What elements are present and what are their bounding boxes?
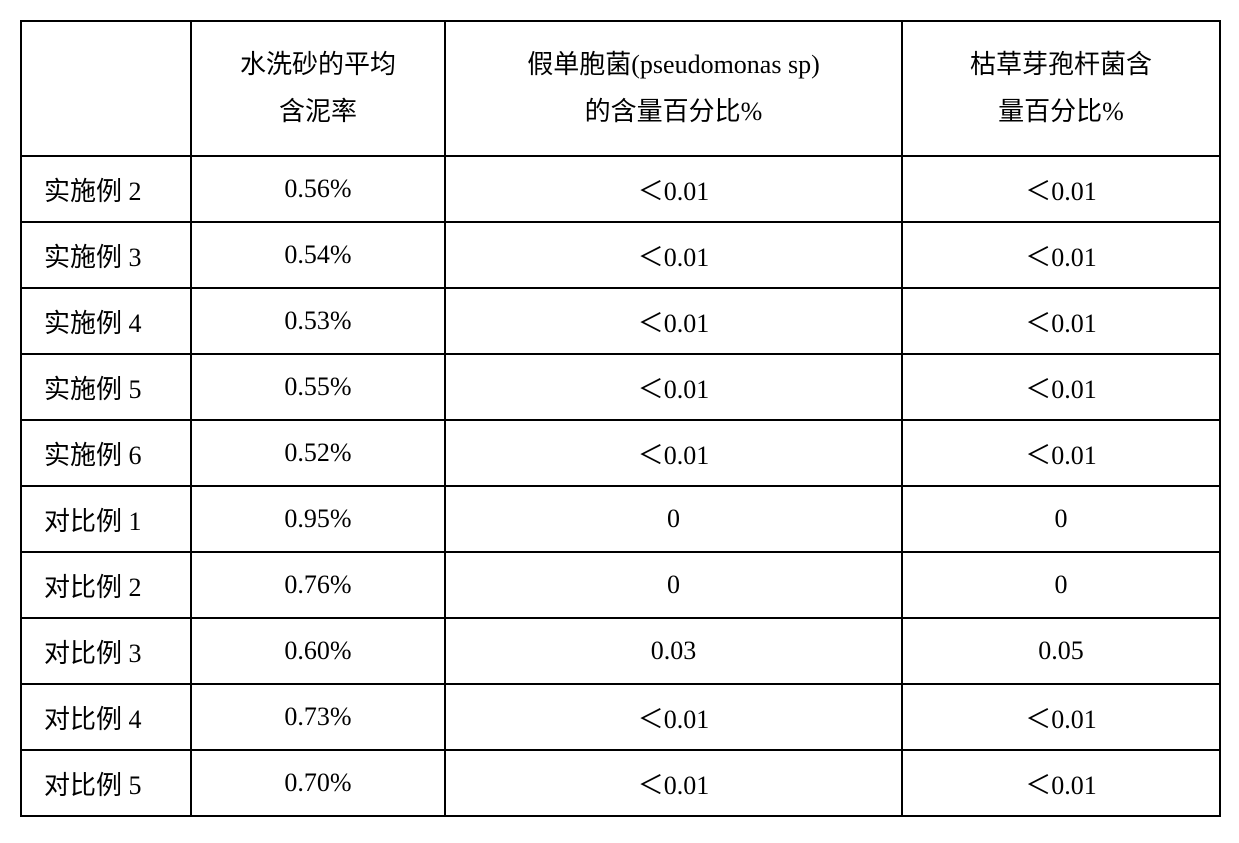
cell-bacillus: 0: [902, 486, 1220, 552]
cell-pseudomonas: ＜0.01: [445, 354, 902, 420]
data-table: 水洗砂的平均 含泥率 假单胞菌(pseudomonas sp) 的含量百分比% …: [20, 20, 1221, 817]
header-text-line1: 水洗砂的平均: [200, 42, 436, 89]
cell-mud-rate: 0.95%: [191, 486, 445, 552]
table-row: 对比例 2 0.76% 0 0: [21, 552, 1220, 618]
cell-bacillus: ＜0.01: [902, 420, 1220, 486]
cell-pseudomonas: 0: [445, 486, 902, 552]
header-col-bacillus: 枯草芽孢杆菌含 量百分比%: [902, 21, 1220, 156]
table-row: 对比例 1 0.95% 0 0: [21, 486, 1220, 552]
header-text-line1: 假单胞菌(pseudomonas sp): [454, 42, 893, 89]
header-col-pseudomonas: 假单胞菌(pseudomonas sp) 的含量百分比%: [445, 21, 902, 156]
cell-label: 实施例 6: [21, 420, 191, 486]
cell-bacillus: 0.05: [902, 618, 1220, 684]
table-row: 实施例 5 0.55% ＜0.01 ＜0.01: [21, 354, 1220, 420]
table-row: 实施例 3 0.54% ＜0.01 ＜0.01: [21, 222, 1220, 288]
cell-pseudomonas: 0.03: [445, 618, 902, 684]
cell-mud-rate: 0.73%: [191, 684, 445, 750]
cell-pseudomonas: ＜0.01: [445, 222, 902, 288]
table-row: 实施例 6 0.52% ＜0.01 ＜0.01: [21, 420, 1220, 486]
cell-mud-rate: 0.56%: [191, 156, 445, 222]
cell-mud-rate: 0.53%: [191, 288, 445, 354]
cell-bacillus: ＜0.01: [902, 354, 1220, 420]
table-header-row: 水洗砂的平均 含泥率 假单胞菌(pseudomonas sp) 的含量百分比% …: [21, 21, 1220, 156]
cell-label: 实施例 5: [21, 354, 191, 420]
cell-mud-rate: 0.60%: [191, 618, 445, 684]
cell-label: 对比例 3: [21, 618, 191, 684]
table-body: 实施例 2 0.56% ＜0.01 ＜0.01 实施例 3 0.54% ＜0.0…: [21, 156, 1220, 816]
cell-mud-rate: 0.54%: [191, 222, 445, 288]
cell-pseudomonas: ＜0.01: [445, 420, 902, 486]
table-row: 实施例 4 0.53% ＜0.01 ＜0.01: [21, 288, 1220, 354]
cell-label: 对比例 1: [21, 486, 191, 552]
cell-pseudomonas: 0: [445, 552, 902, 618]
cell-label: 实施例 3: [21, 222, 191, 288]
cell-mud-rate: 0.76%: [191, 552, 445, 618]
cell-label: 实施例 2: [21, 156, 191, 222]
header-text-line2: 的含量百分比%: [454, 89, 893, 136]
table-row: 实施例 2 0.56% ＜0.01 ＜0.01: [21, 156, 1220, 222]
cell-label: 实施例 4: [21, 288, 191, 354]
header-text-line2: 量百分比%: [911, 89, 1211, 136]
cell-bacillus: ＜0.01: [902, 156, 1220, 222]
cell-bacillus: ＜0.01: [902, 750, 1220, 816]
cell-mud-rate: 0.52%: [191, 420, 445, 486]
cell-label: 对比例 4: [21, 684, 191, 750]
cell-label: 对比例 2: [21, 552, 191, 618]
table-row: 对比例 4 0.73% ＜0.01 ＜0.01: [21, 684, 1220, 750]
cell-label: 对比例 5: [21, 750, 191, 816]
cell-pseudomonas: ＜0.01: [445, 288, 902, 354]
cell-bacillus: ＜0.01: [902, 288, 1220, 354]
table-row: 对比例 3 0.60% 0.03 0.05: [21, 618, 1220, 684]
header-text-line2: 含泥率: [200, 89, 436, 136]
cell-pseudomonas: ＜0.01: [445, 750, 902, 816]
table-row: 对比例 5 0.70% ＜0.01 ＜0.01: [21, 750, 1220, 816]
cell-mud-rate: 0.70%: [191, 750, 445, 816]
cell-pseudomonas: ＜0.01: [445, 684, 902, 750]
header-col-label: [21, 21, 191, 156]
cell-bacillus: ＜0.01: [902, 222, 1220, 288]
header-text-line1: 枯草芽孢杆菌含: [911, 42, 1211, 89]
cell-bacillus: 0: [902, 552, 1220, 618]
cell-bacillus: ＜0.01: [902, 684, 1220, 750]
cell-pseudomonas: ＜0.01: [445, 156, 902, 222]
cell-mud-rate: 0.55%: [191, 354, 445, 420]
header-col-mud-rate: 水洗砂的平均 含泥率: [191, 21, 445, 156]
data-table-container: 水洗砂的平均 含泥率 假单胞菌(pseudomonas sp) 的含量百分比% …: [20, 20, 1219, 817]
